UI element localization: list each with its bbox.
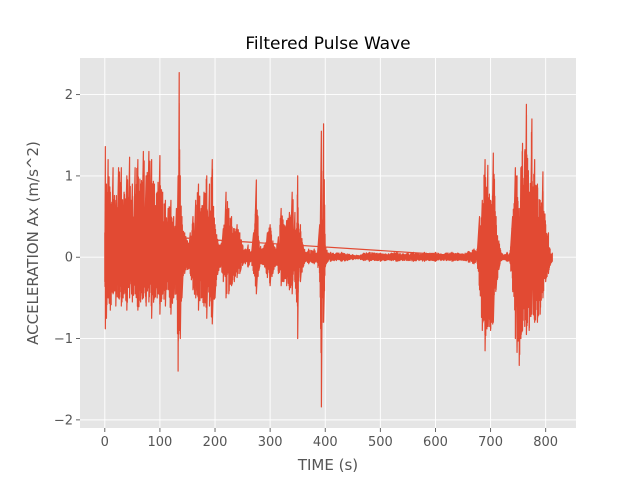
x-tick-label: 400	[313, 435, 338, 450]
x-tick-label: 300	[258, 435, 283, 450]
y-tick-label: 1	[65, 169, 73, 184]
x-tick-label: 600	[423, 435, 448, 450]
y-axis-label: ACCELERATION Ax (m/s^2)	[24, 141, 42, 345]
x-tick-label: 100	[147, 435, 172, 450]
x-axis: 0 100 200 300 400 500 600 700 800	[101, 428, 558, 450]
y-tick-label: 2	[65, 88, 73, 103]
y-tick-label: 0	[65, 251, 73, 266]
chart-title: Filtered Pulse Wave	[245, 34, 410, 54]
series-line	[104, 72, 553, 408]
x-tick-label: 200	[203, 435, 228, 450]
x-tick-label: 500	[368, 435, 393, 450]
x-tick-label: 0	[101, 435, 109, 450]
y-axis: −2 −1 0 1 2	[54, 88, 80, 428]
x-tick-label: 700	[478, 435, 503, 450]
series-layer	[104, 72, 553, 408]
x-axis-label: TIME (s)	[297, 456, 358, 474]
y-tick-label: −2	[54, 413, 73, 428]
x-tick-label: 800	[533, 435, 558, 450]
y-tick-label: −1	[54, 332, 73, 347]
